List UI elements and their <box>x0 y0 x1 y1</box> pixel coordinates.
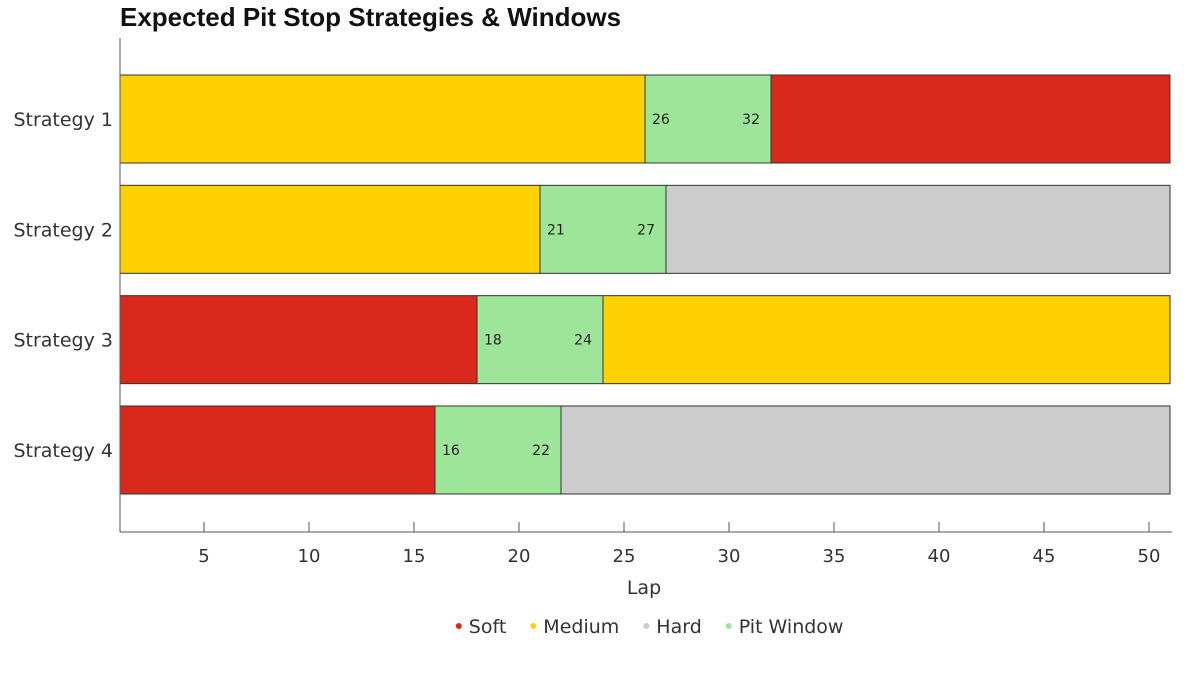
window-start-label: 16 <box>442 443 460 459</box>
legend-item: Pit Window <box>725 616 844 638</box>
legend-item: Soft <box>455 616 507 638</box>
x-tick-label: 10 <box>298 546 321 567</box>
pit-window-bar <box>539 184 667 274</box>
x-ticks-group: 5 10 15 20 25 30 35 40 45 50 <box>198 522 1160 567</box>
strategy-row: Strategy 4 16 22 <box>13 405 1171 495</box>
legend-swatch <box>725 623 732 629</box>
window-end-label: 32 <box>742 112 760 128</box>
window-start-label: 26 <box>652 112 670 128</box>
legend-swatch <box>643 623 650 629</box>
legend: Soft Medium Hard Pit Window <box>455 616 844 638</box>
legend-item: Medium <box>530 616 619 638</box>
bars-group: Strategy 1 26 32 Strategy 2 21 27 Strategy 3 18… <box>13 74 1171 495</box>
legend-label: Soft <box>469 616 507 638</box>
legend-swatch <box>530 623 537 629</box>
second-stint-bar <box>665 184 1171 274</box>
second-stint-bar <box>602 295 1171 385</box>
first-stint-bar <box>119 295 478 385</box>
strategy-row: Strategy 3 18 24 <box>13 295 1171 385</box>
pit-window-bar <box>434 405 562 495</box>
first-stint-bar <box>119 405 436 495</box>
x-tick-label: 5 <box>198 546 209 567</box>
second-stint-bar <box>560 405 1171 495</box>
window-end-label: 22 <box>532 443 550 459</box>
legend-swatch <box>455 623 462 629</box>
legend-label: Pit Window <box>739 616 844 638</box>
legend-label: Medium <box>543 616 619 638</box>
x-tick-label: 35 <box>823 546 846 567</box>
category-label: Strategy 2 <box>13 219 113 241</box>
category-label: Strategy 3 <box>13 330 113 352</box>
first-stint-bar <box>119 184 541 274</box>
window-end-label: 24 <box>574 333 592 349</box>
chart-title: Expected Pit Stop Strategies & Windows <box>120 2 621 32</box>
x-tick-label: 25 <box>613 546 636 567</box>
x-tick-label: 20 <box>508 546 531 567</box>
x-tick-label: 15 <box>403 546 426 567</box>
pit-window-bar <box>476 295 604 385</box>
window-start-label: 21 <box>547 222 565 238</box>
window-end-label: 27 <box>637 222 655 238</box>
x-axis-label: Lap <box>627 577 661 599</box>
x-tick-label: 40 <box>928 546 951 567</box>
x-tick-label: 30 <box>718 546 741 567</box>
window-start-label: 18 <box>484 333 502 349</box>
first-stint-bar <box>119 74 646 164</box>
pit-window-bar <box>644 74 772 164</box>
legend-item: Hard <box>643 616 702 638</box>
second-stint-bar <box>770 74 1171 164</box>
legend-label: Hard <box>656 616 701 638</box>
strategy-row: Strategy 1 26 32 <box>13 74 1171 164</box>
category-label: Strategy 4 <box>13 440 113 462</box>
axes-group <box>119 38 1172 533</box>
x-tick-label: 50 <box>1138 546 1161 567</box>
category-label: Strategy 1 <box>13 109 113 131</box>
strategy-row: Strategy 2 21 27 <box>13 184 1171 274</box>
x-tick-label: 45 <box>1033 546 1056 567</box>
